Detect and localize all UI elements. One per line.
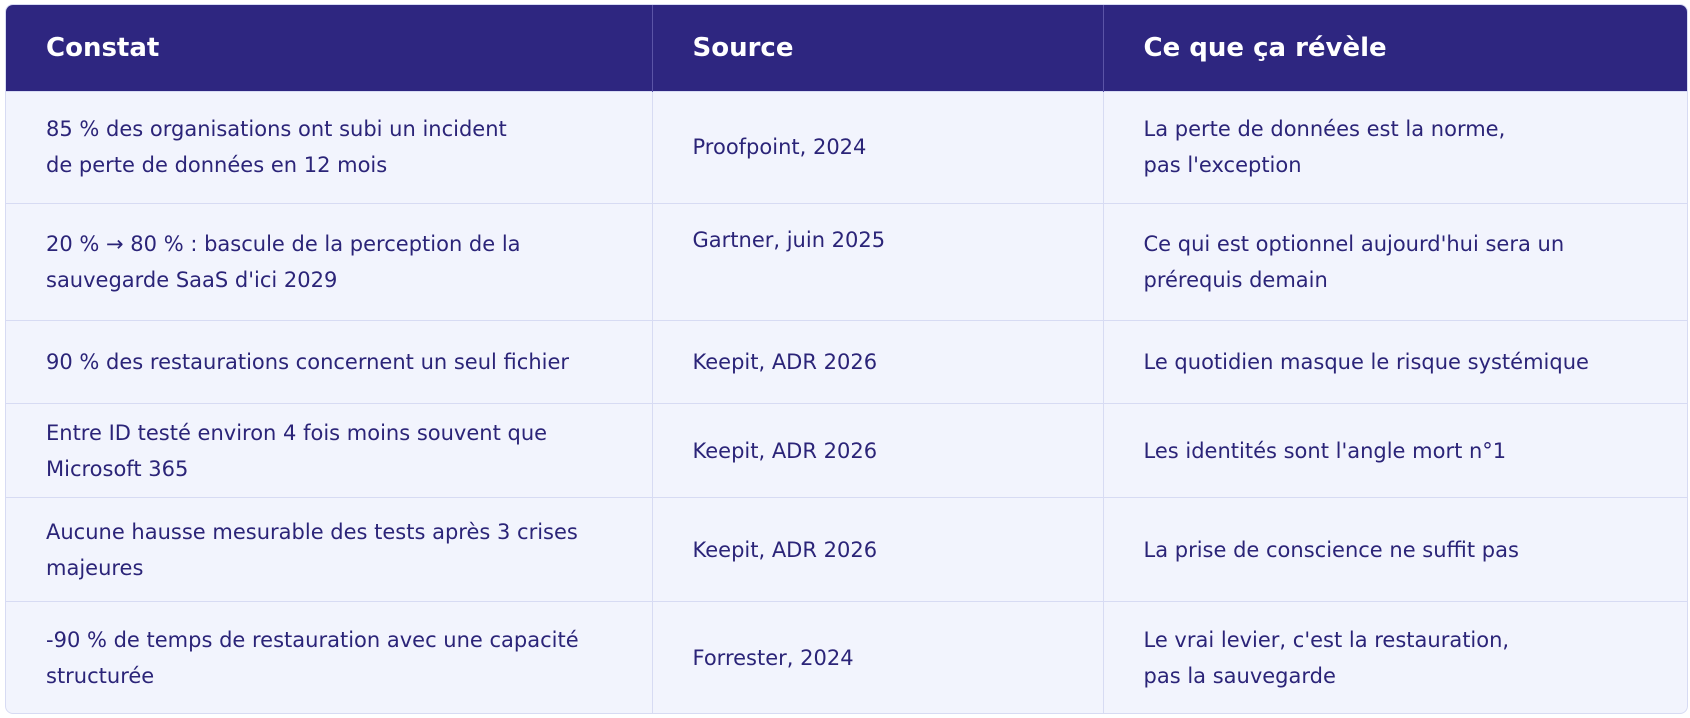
- cell-constat: Entre ID testé environ 4 fois moins souv…: [6, 402, 653, 498]
- cell-text: Ce qui est optionnel aujourd'hui sera un: [1143, 231, 1565, 256]
- table-header-row: Constat Source Ce que ça révèle: [6, 5, 1687, 91]
- cell-source: Forrester, 2024: [652, 601, 1104, 713]
- cell-text: structurée: [46, 663, 155, 688]
- cell-revele: Le vrai levier, c'est la restauration, p…: [1103, 601, 1687, 713]
- table-row: 85 % des organisations ont subi un incid…: [6, 90, 1687, 204]
- cell-source: Gartner, juin 2025: [652, 202, 1104, 321]
- cell-revele: Ce qui est optionnel aujourd'hui sera un…: [1103, 202, 1687, 321]
- cell-constat: 85 % des organisations ont subi un incid…: [6, 90, 653, 204]
- cell-constat: -90 % de temps de restauration avec une …: [6, 601, 653, 713]
- table-row: -90 % de temps de restauration avec une …: [6, 601, 1687, 713]
- cell-text: La perte de données est la norme,: [1143, 117, 1506, 142]
- cell-text: Aucune hausse mesurable des tests après …: [46, 519, 578, 544]
- cell-text: -90 % de temps de restauration avec une …: [46, 627, 579, 652]
- findings-table-container: Constat Source Ce que ça révèle 85 % des…: [5, 4, 1688, 714]
- header-revele: Ce que ça révèle: [1103, 5, 1687, 91]
- header-source: Source: [652, 5, 1104, 91]
- cell-text: Gartner, juin 2025: [692, 227, 886, 252]
- cell-text: Keepit, ADR 2026: [692, 438, 878, 463]
- cell-text: Le quotidien masque le risque systémique: [1143, 349, 1589, 374]
- findings-table: Constat Source Ce que ça révèle 85 % des…: [6, 5, 1687, 713]
- cell-text: de perte de données en 12 mois: [46, 153, 388, 178]
- cell-revele: La prise de conscience ne suffit pas: [1103, 497, 1687, 602]
- cell-text: Keepit, ADR 2026: [692, 537, 878, 562]
- cell-text: pas l'exception: [1143, 153, 1302, 178]
- table-row: 90 % des restaurations concernent un seu…: [6, 319, 1687, 404]
- cell-text: 20 % → 80 % : bascule de la perception d…: [46, 231, 521, 256]
- header-constat: Constat: [6, 5, 653, 91]
- cell-text: Keepit, ADR 2026: [692, 349, 878, 374]
- cell-source: Keepit, ADR 2026: [652, 402, 1104, 498]
- cell-text: pas la sauvegarde: [1143, 663, 1336, 688]
- cell-text: majeures: [46, 555, 144, 580]
- cell-text: Proofpoint, 2024: [692, 135, 867, 160]
- cell-revele: La perte de données est la norme, pas l'…: [1103, 90, 1687, 204]
- cell-text: Forrester, 2024: [692, 645, 854, 670]
- cell-constat: Aucune hausse mesurable des tests après …: [6, 497, 653, 602]
- cell-source: Keepit, ADR 2026: [652, 497, 1104, 602]
- cell-constat: 90 % des restaurations concernent un seu…: [6, 319, 653, 404]
- cell-text: Le vrai levier, c'est la restauration,: [1143, 627, 1510, 652]
- cell-constat: 20 % → 80 % : bascule de la perception d…: [6, 202, 653, 321]
- cell-text: 90 % des restaurations concernent un seu…: [46, 349, 570, 374]
- table-row: Entre ID testé environ 4 fois moins souv…: [6, 402, 1687, 498]
- cell-text: Microsoft 365: [46, 456, 189, 481]
- cell-text: prérequis demain: [1143, 267, 1328, 292]
- cell-revele: Les identités sont l'angle mort n°1: [1103, 402, 1687, 498]
- cell-text: Entre ID testé environ 4 fois moins souv…: [46, 420, 548, 445]
- cell-text: Les identités sont l'angle mort n°1: [1143, 438, 1507, 463]
- table-row: Aucune hausse mesurable des tests après …: [6, 497, 1687, 602]
- cell-text: 85 % des organisations ont subi un incid…: [46, 117, 507, 142]
- table-row: 20 % → 80 % : bascule de la perception d…: [6, 202, 1687, 321]
- cell-text: La prise de conscience ne suffit pas: [1143, 537, 1519, 562]
- cell-source: Proofpoint, 2024: [652, 90, 1104, 204]
- cell-text: sauvegarde SaaS d'ici 2029: [46, 267, 338, 292]
- cell-revele: Le quotidien masque le risque systémique: [1103, 319, 1687, 404]
- cell-source: Keepit, ADR 2026: [652, 319, 1104, 404]
